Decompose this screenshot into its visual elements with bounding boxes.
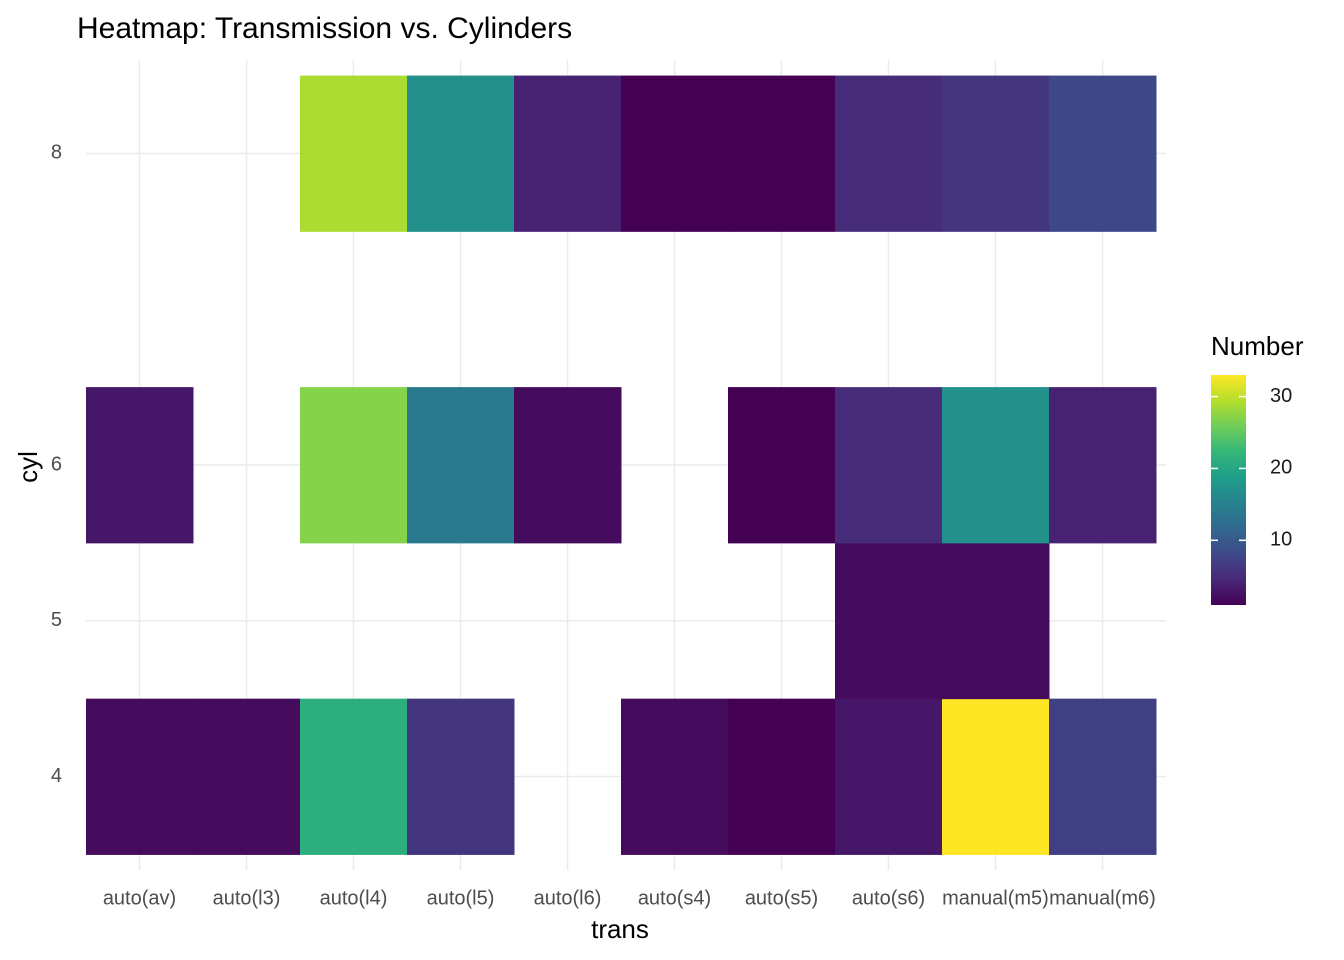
y-tick-label: 6 — [51, 453, 62, 475]
heatmap-cell — [728, 698, 836, 855]
heatmap-cell — [728, 75, 836, 232]
x-tick-label: manual(m5) — [942, 887, 1049, 909]
heatmap-cell — [942, 75, 1050, 232]
x-tick-label: auto(l5) — [427, 887, 495, 909]
heatmap-cell — [514, 75, 622, 232]
chart-title: Heatmap: Transmission vs. Cylinders — [77, 12, 572, 45]
colorbar-tick-label: 10 — [1270, 529, 1292, 551]
x-tick-label: auto(l6) — [534, 887, 602, 909]
heatmap-cell — [835, 387, 943, 544]
heatmap-cell — [514, 387, 622, 544]
colorbar-tick-label: 30 — [1270, 385, 1292, 407]
x-tick-label: auto(av) — [103, 887, 176, 909]
heatmap-cell — [1049, 387, 1157, 544]
heatmap-cell — [621, 698, 729, 855]
heatmap-cell — [835, 542, 943, 700]
heatmap-cell — [407, 75, 515, 232]
y-tick-label: 5 — [51, 609, 62, 631]
heatmap-cell — [621, 75, 729, 232]
heatmap-cell — [407, 698, 515, 855]
heatmap-cell — [193, 698, 301, 855]
x-tick-label: auto(s4) — [638, 887, 711, 909]
x-axis-label: trans — [591, 914, 649, 944]
heatmap-cell — [1049, 698, 1157, 855]
colorbar — [1211, 375, 1246, 605]
heatmap-cell — [407, 387, 515, 544]
heatmap-cell — [835, 698, 943, 855]
heatmap-cell — [1049, 75, 1157, 232]
x-tick-label: auto(l3) — [213, 887, 281, 909]
legend-title: Number — [1211, 331, 1304, 361]
x-tick-label: auto(s5) — [745, 887, 818, 909]
heatmap-cell — [942, 542, 1050, 700]
heatmap-cell — [300, 698, 408, 855]
heatmap-cell — [300, 387, 408, 544]
x-tick-label: manual(m6) — [1049, 887, 1156, 909]
heatmap-cell — [86, 387, 194, 544]
heatmap-cell — [728, 387, 836, 544]
heatmap-cell — [835, 75, 943, 232]
y-tick-label: 8 — [51, 142, 62, 164]
colorbar-tick-label: 20 — [1270, 457, 1292, 479]
heatmap-cell — [300, 75, 408, 232]
heatmap-cell — [86, 698, 194, 855]
x-tick-label: auto(l4) — [320, 887, 388, 909]
heatmap-cell — [942, 698, 1050, 855]
heatmap-cell — [942, 387, 1050, 544]
y-tick-label: 4 — [51, 765, 62, 787]
y-axis-label: cyl — [13, 451, 43, 483]
x-tick-label: auto(s6) — [852, 887, 925, 909]
